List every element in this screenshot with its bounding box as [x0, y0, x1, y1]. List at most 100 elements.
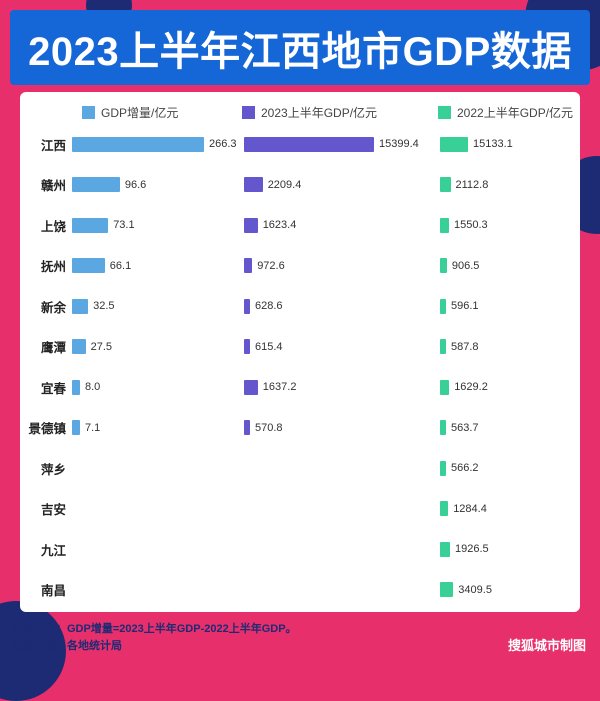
- bar-cell: 972.6: [244, 246, 440, 287]
- gdp-2022-bar: [440, 460, 446, 476]
- legend-label: 2022上半年GDP/亿元: [457, 105, 574, 120]
- bar-cell: 1926.5: [440, 529, 570, 570]
- bar-cell: 596.1: [440, 286, 570, 327]
- bar-cell: 566.2: [440, 448, 570, 489]
- bar-cell: 1637.2: [244, 367, 440, 408]
- bar-value: 27.5: [90, 340, 113, 353]
- bar-cell: 32.5: [72, 286, 244, 327]
- bar-value: 563.7: [451, 421, 479, 434]
- gdp-increment-bar: [72, 420, 80, 436]
- gdp-2022-bar: [440, 217, 449, 233]
- gdp-2022-bar: [440, 501, 449, 517]
- bar-value: 1926.5: [455, 543, 489, 556]
- gdp-2022-bar: [440, 258, 447, 274]
- gdp-2023-bar: [244, 217, 258, 233]
- gdp-2023-bar: [244, 136, 374, 152]
- chart-row: 吉安 1284.4: [26, 489, 570, 530]
- bar-cell: 2112.8: [440, 165, 570, 206]
- chart-row: 抚州 66.1 972.6 906.5: [26, 246, 570, 287]
- data-source: 数据来源：各地统计局: [12, 640, 122, 653]
- bar-value: 15399.4: [379, 138, 419, 151]
- legend-item: GDP增量/亿元: [82, 104, 244, 121]
- gdp-2023-bar: [244, 379, 258, 395]
- bar-cell: 73.1: [72, 205, 244, 246]
- bar-cell: 1284.4: [440, 489, 570, 530]
- footer: 数据说明：GDP增量=2023上半年GDP-2022上半年GDP。 数据来源：各…: [12, 621, 586, 656]
- bar-cell: 628.6: [244, 286, 440, 327]
- chart-body: 江西 266.3 15399.4 15133.1 赣州 96.6 2209.4 2112.8 上…: [26, 124, 570, 610]
- bar-value: 73.1: [113, 219, 135, 232]
- gdp-increment-bar: [72, 379, 80, 395]
- bar-cell: [244, 529, 440, 570]
- legend-item: 2023上半年GDP/亿元: [242, 104, 440, 121]
- city-label: 吉安: [40, 503, 66, 518]
- bar-cell: 8.0: [72, 367, 244, 408]
- bar-cell: 2209.4: [244, 165, 440, 206]
- chart-row: 景德镇 7.1 570.8 563.7: [26, 408, 570, 449]
- bar-cell: 27.5: [72, 327, 244, 368]
- bar-cell: 1623.4: [244, 205, 440, 246]
- legend-item: 2022上半年GDP/亿元: [438, 104, 573, 121]
- bar-cell: 1550.3: [440, 205, 570, 246]
- bar-value: 587.8: [451, 340, 479, 353]
- bar-cell: 266.3: [72, 124, 244, 165]
- bar-cell: [72, 448, 244, 489]
- chart-legend: GDP增量/亿元 2023上半年GDP/亿元 2022上半年GDP/亿元: [26, 100, 573, 124]
- gdp-2023-bar: [244, 258, 253, 274]
- city-label: 萍乡: [40, 462, 66, 477]
- bar-value: 7.1: [85, 421, 101, 434]
- gdp-2022-bar: [440, 582, 454, 598]
- city-label: 赣州: [40, 179, 66, 194]
- bar-value: 8.0: [85, 381, 101, 394]
- legend-label: GDP增量/亿元: [101, 105, 179, 120]
- bar-cell: 66.1: [72, 246, 244, 287]
- gdp-increment-bar: [72, 136, 204, 152]
- legend-swatch: [438, 105, 451, 119]
- gdp-2023-bar: [244, 339, 250, 355]
- bar-value: 596.1: [451, 300, 479, 313]
- chart-row: 宜春 8.0 1637.2 1629.2: [26, 367, 570, 408]
- bar-cell: 570.8: [244, 408, 440, 449]
- bar-value: 266.3: [209, 138, 237, 151]
- gdp-2022-bar: [440, 541, 450, 557]
- credit-label: 搜狐城市制图: [507, 638, 586, 653]
- bar-value: 2112.8: [455, 178, 489, 191]
- bar-cell: 15399.4: [244, 124, 440, 165]
- bar-value: 2209.4: [267, 178, 302, 191]
- title-banner: 2023上半年江西地市GDP数据: [10, 10, 590, 85]
- gdp-increment-bar: [72, 298, 89, 314]
- gdp-increment-bar: [72, 217, 109, 233]
- bar-value: 566.2: [451, 462, 479, 475]
- city-label: 宜春: [40, 381, 66, 396]
- gdp-2022-bar: [440, 136, 468, 152]
- data-note: 数据说明：GDP增量=2023上半年GDP-2022上半年GDP。: [12, 622, 297, 635]
- chart-row: 九江 1926.5: [26, 529, 570, 570]
- bar-value: 1623.4: [262, 219, 297, 232]
- chart-card: GDP增量/亿元 2023上半年GDP/亿元 2022上半年GDP/亿元 江西 266…: [20, 92, 580, 612]
- bar-cell: 563.7: [440, 408, 570, 449]
- bar-cell: 15133.1: [440, 124, 570, 165]
- bar-cell: 615.4: [244, 327, 440, 368]
- gdp-2023-bar: [244, 420, 250, 436]
- city-label: 江西: [40, 138, 66, 153]
- bar-value: 1637.2: [262, 381, 297, 394]
- chart-row: 萍乡 566.2: [26, 448, 570, 489]
- gdp-2022-bar: [440, 379, 450, 395]
- city-label: 抚州: [40, 260, 66, 275]
- chart-row: 新余 32.5 628.6 596.1: [26, 286, 570, 327]
- bar-value: 906.5: [451, 259, 480, 272]
- bar-cell: 587.8: [440, 327, 570, 368]
- bar-value: 615.4: [255, 340, 283, 353]
- bar-value: 570.8: [255, 421, 283, 434]
- bar-cell: 96.6: [72, 165, 244, 206]
- bar-cell: 1629.2: [440, 367, 570, 408]
- bar-cell: [72, 570, 244, 611]
- city-label: 上饶: [40, 219, 66, 234]
- gdp-increment-bar: [72, 258, 105, 274]
- legend-label: 2023上半年GDP/亿元: [261, 105, 378, 120]
- bar-value: 972.6: [257, 259, 285, 272]
- chart-row: 南昌 3409.5: [26, 570, 570, 611]
- bar-cell: 3409.5: [440, 570, 570, 611]
- gdp-2022-bar: [440, 339, 446, 355]
- legend-swatch: [242, 105, 255, 119]
